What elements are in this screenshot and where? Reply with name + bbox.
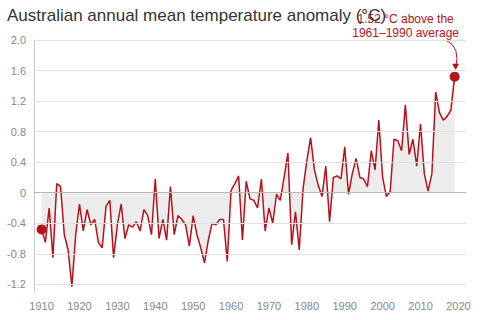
svg-text:1930: 1930 (105, 300, 129, 312)
svg-text:1990: 1990 (332, 300, 356, 312)
svg-text:2000: 2000 (370, 300, 394, 312)
svg-text:1940: 1940 (143, 300, 167, 312)
svg-text:-1.2: -1.2 (7, 278, 26, 290)
svg-text:Australian annual mean tempera: Australian annual mean temperature anoma… (7, 6, 386, 25)
svg-text:0.4: 0.4 (11, 156, 26, 168)
svg-text:-0.8: -0.8 (7, 248, 26, 260)
svg-text:0.8: 0.8 (11, 126, 26, 138)
svg-text:1920: 1920 (67, 300, 91, 312)
svg-text:1960: 1960 (219, 300, 243, 312)
svg-text:-0.4: -0.4 (7, 217, 26, 229)
svg-text:1910: 1910 (29, 300, 53, 312)
svg-text:2010: 2010 (408, 300, 432, 312)
svg-text:1950: 1950 (181, 300, 205, 312)
svg-text:1.52 °C above the: 1.52 °C above the (357, 11, 454, 26)
svg-text:1970: 1970 (257, 300, 281, 312)
svg-text:1980: 1980 (295, 300, 319, 312)
svg-text:1.2: 1.2 (11, 95, 26, 107)
svg-text:2.0: 2.0 (11, 34, 26, 46)
svg-text:2020: 2020 (446, 300, 470, 312)
svg-text:0: 0 (20, 187, 26, 199)
svg-text:1.6: 1.6 (11, 65, 26, 77)
svg-text:1961–1990 average: 1961–1990 average (352, 26, 459, 40)
